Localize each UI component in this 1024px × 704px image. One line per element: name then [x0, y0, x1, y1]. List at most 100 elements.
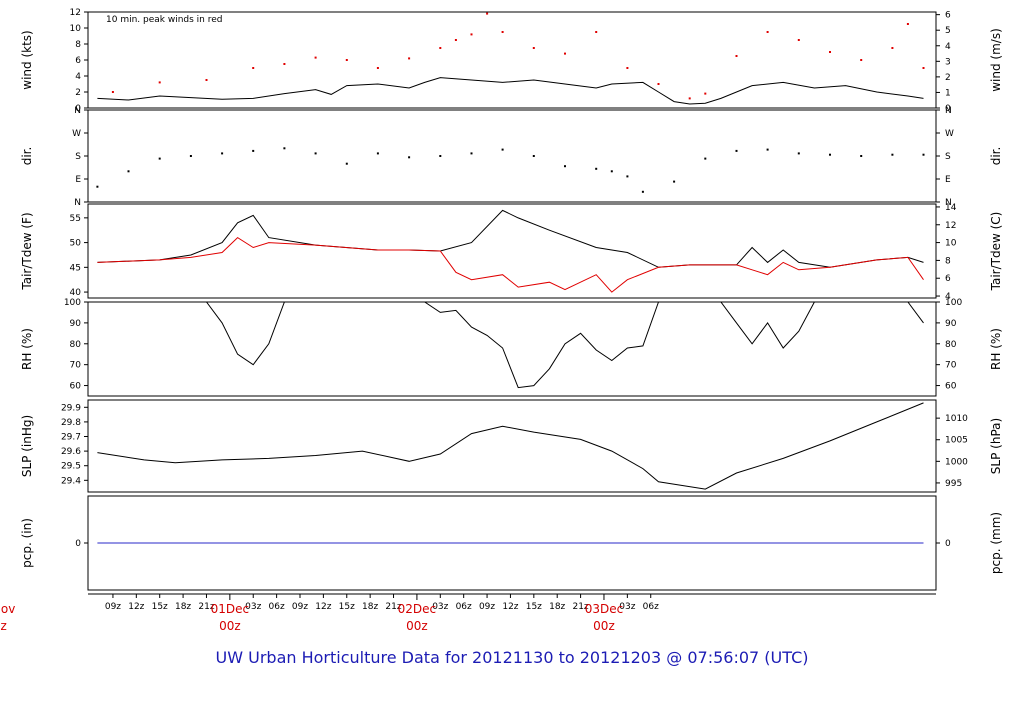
right-y-tick-label: E: [945, 175, 951, 185]
data-point: [314, 152, 317, 155]
y-tick-label: 40: [70, 288, 82, 298]
y-tick-label: 12: [70, 8, 81, 18]
data-point: [189, 155, 192, 157]
data-point: [158, 81, 161, 84]
y-tick-label: 0: [75, 104, 81, 114]
date-label: 02Dec: [398, 602, 437, 616]
data-point: [906, 23, 909, 25]
data-point: [641, 190, 644, 193]
y-tick-label: E: [75, 175, 81, 185]
data-point: [673, 180, 676, 183]
date-hour-label: 00z: [0, 619, 7, 633]
data-point: [314, 56, 317, 59]
data-point: [922, 67, 925, 69]
y-tick-label: 80: [70, 340, 82, 350]
right-y-tick-label: 10: [945, 239, 957, 249]
date-label: 30Nov: [0, 602, 15, 616]
data-point: [486, 12, 489, 15]
x-tick-label: 03z: [245, 602, 261, 612]
x-tick-label: 18z: [362, 602, 378, 612]
data-point: [501, 148, 504, 151]
x-tick-label: 15z: [526, 602, 542, 612]
data-point: [111, 91, 114, 93]
right-y-tick-label: W: [945, 129, 954, 139]
y-axis-label: dir.: [20, 147, 34, 166]
y-axis-label: pcp. (in): [20, 518, 34, 568]
data-point: [345, 162, 348, 165]
y-tick-label: 29.9: [61, 403, 81, 413]
data-point: [860, 59, 863, 61]
data-point: [439, 47, 442, 49]
panel-frame: [87, 11, 937, 109]
right-y-tick-label: 1000: [945, 457, 968, 467]
series-line-0: [97, 77, 924, 105]
y-tick-label: N: [74, 106, 81, 116]
data-point: [797, 152, 800, 155]
right-y-tick-label: 60: [945, 382, 957, 392]
right-y-axis-label: Tair/Tdew (C): [989, 212, 1003, 292]
y-tick-label: 29.5: [61, 462, 81, 472]
data-point: [470, 33, 473, 36]
right-y-tick-label: 0: [945, 104, 951, 114]
data-point: [127, 170, 130, 173]
y-tick-label: 55: [70, 214, 81, 224]
right-y-tick-label: 6: [945, 11, 951, 21]
data-point: [501, 31, 504, 33]
right-y-axis-label: dir.: [989, 147, 1003, 166]
x-tick-label: 09z: [105, 602, 121, 612]
data-point: [158, 157, 161, 160]
series-line-0: [97, 402, 924, 490]
data-point: [626, 175, 629, 178]
y-tick-label: 100: [64, 298, 81, 308]
right-y-tick-label: N: [945, 198, 952, 208]
data-point: [96, 185, 99, 188]
y-tick-label: 90: [70, 319, 82, 329]
right-y-tick-label: 2: [945, 73, 951, 83]
data-point: [595, 31, 598, 33]
panel-frame: [87, 109, 937, 203]
data-point: [922, 153, 925, 156]
x-tick-label: 12z: [315, 602, 331, 612]
right-y-tick-label: 4: [945, 292, 951, 302]
right-y-tick-label: S: [945, 152, 951, 162]
panel-5: 0 0 pcp. (in) pcp. (mm): [20, 495, 1003, 591]
panel-frame: [87, 399, 937, 493]
y-tick-label: 10: [70, 24, 82, 34]
data-point: [688, 97, 691, 100]
y-tick-label: 29.8: [61, 418, 81, 428]
data-point: [766, 31, 769, 33]
data-point: [532, 47, 535, 49]
series-line-0: [97, 209, 924, 268]
right-y-axis-label: SLP (hPa): [989, 418, 1003, 474]
date-hour-label: 00z: [406, 619, 428, 633]
right-y-tick-label: 995: [945, 479, 962, 489]
x-tick-label: 06z: [643, 602, 659, 612]
y-tick-label: 0: [75, 539, 81, 549]
page-title: UW Urban Horticulture Data for 20121130 …: [215, 648, 809, 667]
y-tick-label: 4: [75, 72, 81, 82]
x-tick-label: 21z: [572, 602, 588, 612]
panel-frame: [87, 203, 937, 299]
right-y-tick-label: 1010: [945, 414, 968, 424]
data-point: [283, 147, 286, 150]
data-point: [408, 57, 411, 60]
y-tick-label: 29.6: [61, 447, 81, 457]
data-point: [610, 170, 613, 173]
data-point: [564, 165, 566, 168]
x-tick-label: 18z: [549, 602, 565, 612]
data-point: [408, 156, 411, 159]
right-y-tick-label: 90: [945, 319, 957, 329]
panel-2: 40 45 50 55 4 6 8 10 12 14 Tair/Tdew (F) Tair/Tdew …: [20, 203, 1003, 302]
right-y-tick-label: 4: [945, 42, 951, 52]
date-label: 03Dec: [585, 602, 624, 616]
right-y-axis-label: pcp. (mm): [989, 512, 1003, 574]
right-y-tick-label: 14: [945, 203, 957, 213]
y-tick-label: 2: [75, 88, 81, 98]
y-axis-label: SLP (inHg): [20, 415, 34, 477]
x-axis: 09z 12z 15z 18z 21z 03z 06z 09z 12z 15z 18z 21z 03z 0…: [0, 593, 936, 633]
data-point: [439, 155, 442, 157]
data-point: [221, 152, 224, 155]
data-point: [704, 157, 707, 160]
